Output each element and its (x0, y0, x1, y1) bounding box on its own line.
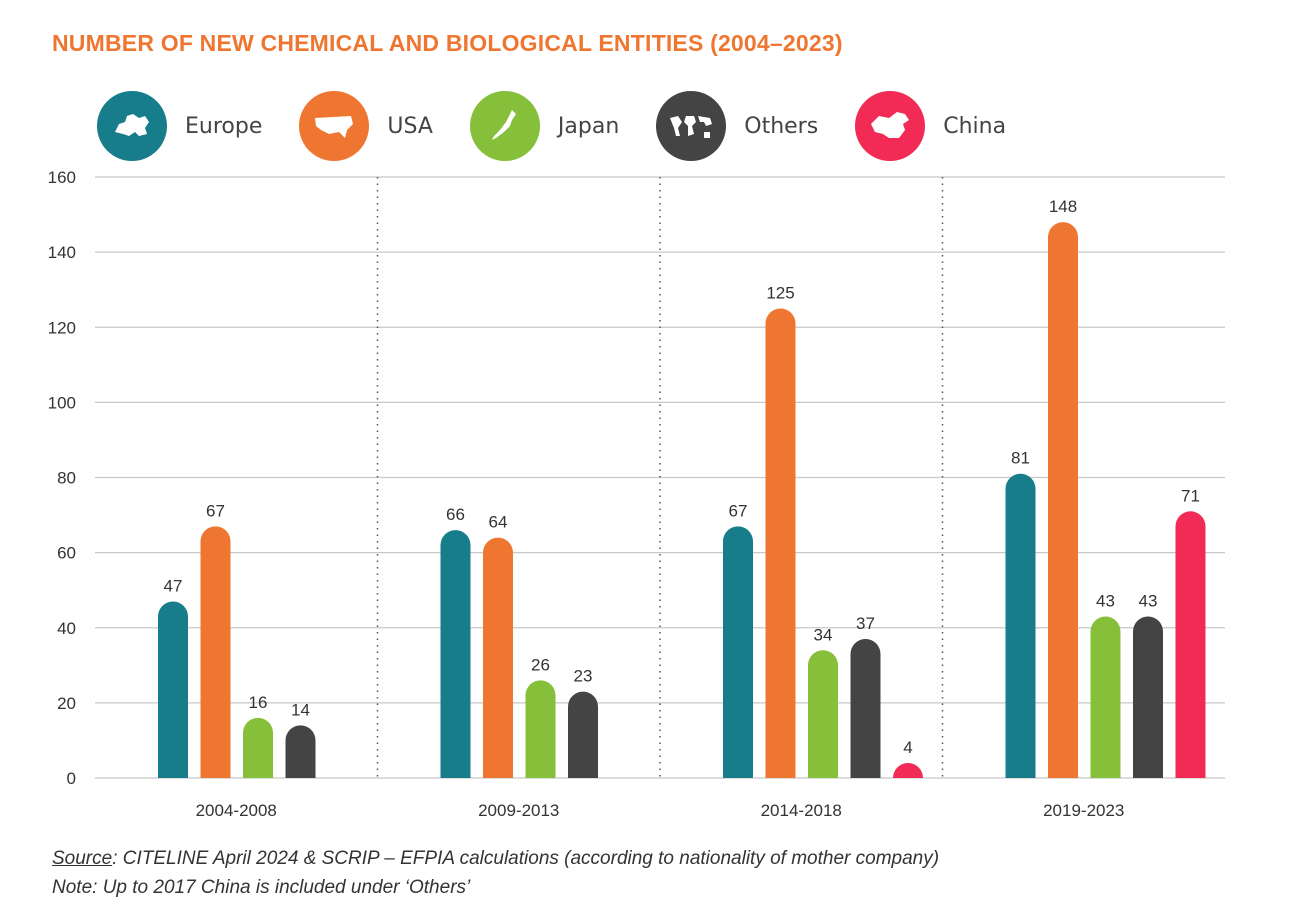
data-label: 4 (903, 738, 912, 757)
china-note: Note: Up to 2017 China is included under… (52, 877, 471, 898)
europe-map-icon (97, 91, 167, 161)
bar-japan (525, 680, 556, 778)
bar-usa (200, 526, 231, 778)
bar-china (893, 762, 923, 778)
y-tick-label: 60 (57, 544, 76, 563)
data-label: 67 (729, 501, 748, 520)
y-tick-label: 100 (48, 393, 76, 412)
japan-map-icon (469, 91, 540, 161)
bar-chart: 0 20 40 60 80 100 120 140 160 47 67 16 14 2004-2008 66… (48, 168, 1225, 820)
usa-map-icon (299, 91, 370, 161)
legend-item-europe: Europe (97, 91, 262, 161)
bar-japan (1090, 616, 1121, 778)
legend-item-china: China (855, 91, 1006, 161)
legend-label-usa: USA (387, 113, 433, 139)
y-tick-label: 0 (67, 769, 76, 788)
data-label: 47 (164, 576, 183, 595)
data-label: 67 (206, 501, 225, 520)
data-label: 23 (574, 667, 593, 686)
data-label: 16 (249, 693, 268, 712)
bar-others (568, 691, 598, 778)
bar-usa (1048, 222, 1078, 778)
data-label: 71 (1181, 486, 1200, 505)
data-label: 34 (814, 625, 833, 644)
bar-europe (1005, 473, 1036, 778)
data-label: 26 (531, 655, 550, 674)
y-tick-label: 140 (48, 243, 76, 262)
legend-label-others: Others (744, 113, 819, 139)
world-map-icon (656, 91, 727, 161)
source-note: Source: CITELINE April 2024 & SCRIP – EF… (52, 848, 939, 870)
china-map-icon (855, 91, 926, 161)
legend-label-europe: Europe (185, 113, 263, 139)
data-label: 64 (489, 513, 508, 532)
x-tick-label: 2004-2008 (196, 801, 277, 820)
y-tick-label: 80 (57, 469, 76, 488)
chart-title: NUMBER OF NEW CHEMICAL AND BIOLOGICAL EN… (52, 30, 843, 56)
data-label: 43 (1096, 591, 1115, 610)
legend: Europe USA Japan Others China (97, 90, 1043, 162)
bar-europe (440, 530, 471, 778)
bar-others (285, 725, 316, 778)
legend-label-china: China (943, 113, 1007, 139)
data-label: 37 (856, 614, 875, 633)
y-tick-label: 20 (57, 694, 76, 713)
bar-usa (765, 308, 796, 778)
y-tick-label: 160 (48, 168, 76, 187)
y-tick-label: 120 (48, 318, 76, 337)
bar-europe (723, 526, 753, 778)
data-label: 66 (446, 505, 465, 524)
bar-others (1133, 616, 1163, 778)
legend-item-usa: USA (299, 91, 433, 161)
legend-item-japan: Japan (469, 91, 620, 161)
legend-label-japan: Japan (557, 113, 620, 139)
data-label: 14 (291, 700, 310, 719)
x-tick-label: 2009-2013 (478, 801, 559, 820)
data-label: 81 (1011, 449, 1030, 468)
bar-china (1175, 511, 1206, 778)
data-label: 125 (766, 283, 794, 302)
bar-japan (808, 650, 838, 778)
x-tick-label: 2014-2018 (761, 801, 842, 820)
legend-item-others: Others (656, 91, 818, 161)
x-tick-label: 2019-2023 (1043, 801, 1124, 820)
bar-japan (243, 717, 273, 778)
data-label: 43 (1139, 591, 1158, 610)
bar-europe (158, 601, 188, 778)
data-label: 148 (1049, 197, 1077, 216)
bar-usa (483, 537, 513, 778)
bar-others (850, 639, 881, 778)
source-text: : CITELINE April 2024 & SCRIP – EFPIA ca… (112, 848, 940, 869)
y-tick-label: 40 (57, 619, 76, 638)
source-label: Source (52, 848, 113, 869)
